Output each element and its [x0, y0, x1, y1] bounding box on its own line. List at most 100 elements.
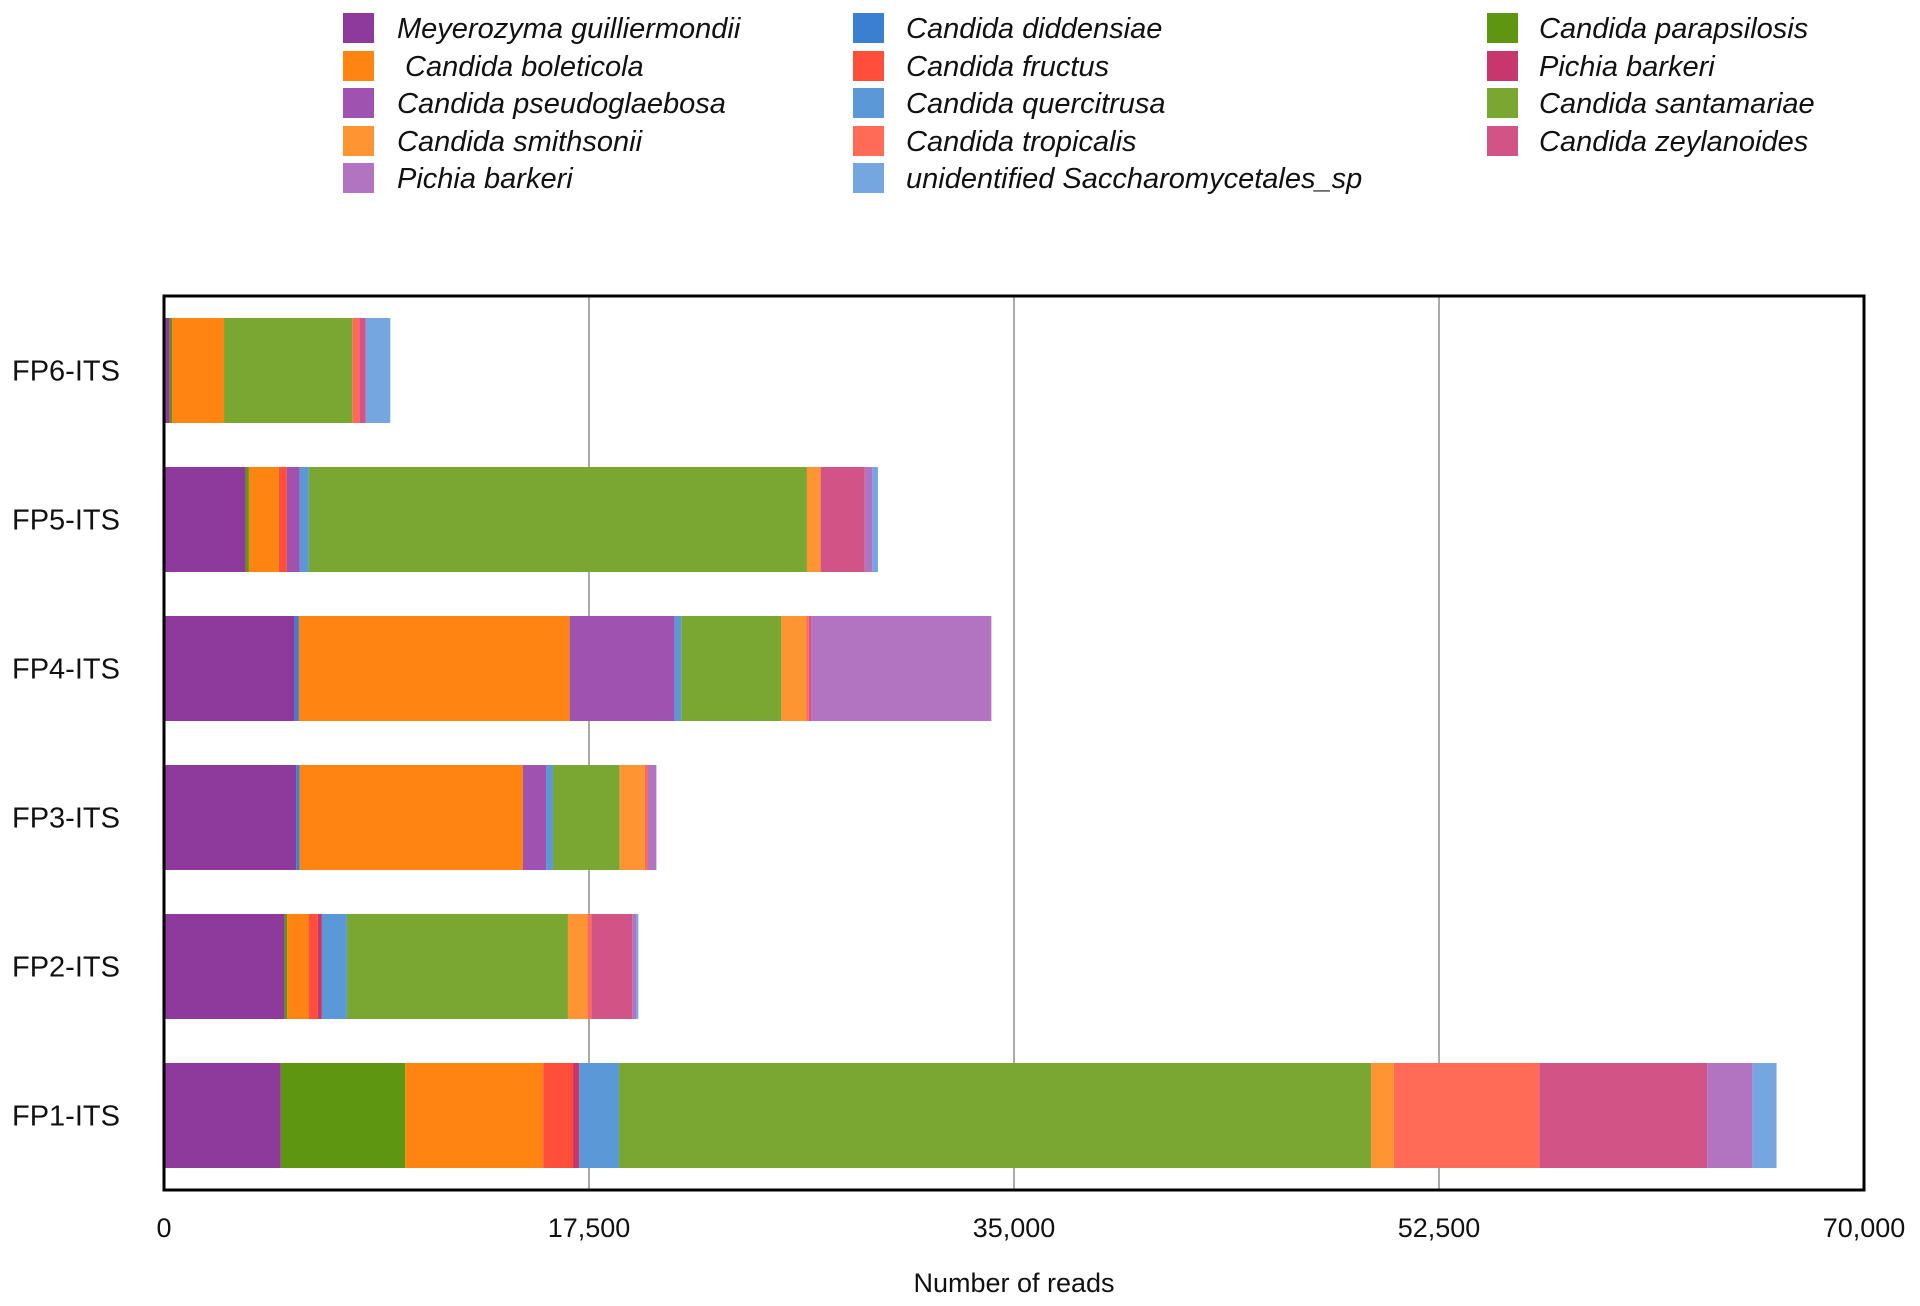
legend-label: Candida fructus	[906, 51, 1109, 83]
legend-swatch	[1487, 126, 1518, 156]
bar-segment	[872, 467, 878, 572]
bar-segment	[169, 318, 173, 423]
legend-item: Candida parapsilosis	[1487, 13, 1808, 45]
legend-item: Candida pseudoglaebosa	[343, 88, 726, 120]
y-category-label: FP4-ITS	[12, 654, 120, 686]
legend-swatch	[1487, 13, 1518, 43]
bar-segment	[164, 318, 170, 423]
bar-segment	[224, 318, 353, 423]
gridlines	[588, 296, 1440, 1190]
x-tick-label: 35,000	[973, 1213, 1056, 1243]
y-category-label: FP2-ITS	[12, 952, 120, 984]
bar-segment	[294, 616, 299, 721]
bar-segment	[587, 914, 592, 1019]
legend-label: Candida zeylanoides	[1539, 126, 1808, 158]
bar-segment	[287, 914, 309, 1019]
legend-swatch	[853, 13, 884, 43]
bar-segment	[1752, 1063, 1777, 1168]
bar-segment	[296, 765, 300, 870]
bar-segment	[543, 1063, 574, 1168]
bar-segment	[552, 765, 620, 870]
bar-fp6-its	[164, 318, 391, 423]
legend-label: Candida santamariae	[1539, 88, 1815, 120]
bar-segment	[284, 914, 288, 1019]
legend-item: Candida fructus	[853, 51, 1109, 83]
bar-segment	[164, 765, 297, 870]
y-axis-categories: FP6-ITS FP5-ITS FP4-ITS FP3-ITS FP2-ITS FP1-I…	[12, 356, 120, 1133]
y-category-label: FP3-ITS	[12, 803, 120, 835]
bars	[164, 318, 1777, 1168]
legend-item: Meyerozyma guilliermondii	[343, 13, 742, 45]
bar-segment	[644, 765, 648, 870]
legend-swatch	[1487, 88, 1518, 118]
bar-segment	[546, 765, 553, 870]
legend-label: Candida parapsilosis	[1539, 13, 1808, 45]
bar-segment	[248, 467, 279, 572]
legend-item: Candida boleticola	[343, 51, 644, 83]
bar-segment	[781, 616, 807, 721]
bar-segment	[164, 616, 295, 721]
bar-segment	[632, 914, 637, 1019]
legend: Meyerozyma guilliermondii Candida diddens…	[343, 13, 1815, 195]
bar-segment	[405, 1063, 544, 1168]
bar-segment	[811, 616, 992, 721]
bar-segment	[808, 616, 812, 721]
bar-segment	[674, 616, 682, 721]
legend-item: Candida santamariae	[1487, 88, 1815, 120]
bar-fp2-its	[164, 914, 639, 1019]
legend-label: Candida boleticola	[397, 51, 644, 83]
legend-label: unidentified Saccharomycetales_sp	[906, 163, 1362, 195]
bar-fp5-its	[164, 467, 878, 572]
x-tick-label: 17,500	[548, 1213, 631, 1243]
legend-swatch	[853, 88, 884, 118]
bar-segment	[299, 765, 523, 870]
bar-segment	[1707, 1063, 1753, 1168]
bar-segment	[359, 318, 366, 423]
x-tick-label: 52,500	[1398, 1213, 1481, 1243]
bar-segment	[164, 914, 285, 1019]
y-category-label: FP1-ITS	[12, 1101, 120, 1133]
bar-segment	[569, 616, 675, 721]
bar-segment	[298, 616, 570, 721]
bar-segment	[1393, 1063, 1540, 1168]
legend-label: Pichia barkeri	[1539, 51, 1716, 83]
bar-segment	[164, 467, 246, 572]
legend-item: Candida tropicalis	[853, 126, 1137, 158]
bar-segment	[619, 765, 645, 870]
legend-label: Candida smithsonii	[397, 126, 644, 158]
bar-segment	[346, 914, 568, 1019]
bar-segment	[278, 467, 287, 572]
legend-label: Candida tropicalis	[906, 126, 1137, 158]
bar-segment	[365, 318, 391, 423]
y-category-label: FP6-ITS	[12, 356, 120, 388]
legend-label: Candida diddensiae	[906, 13, 1162, 45]
bar-segment	[573, 1063, 580, 1168]
bar-fp4-its	[164, 616, 992, 721]
bar-segment	[164, 1063, 281, 1168]
bar-segment	[286, 467, 300, 572]
bar-segment	[636, 914, 639, 1019]
bar-segment	[681, 616, 782, 721]
legend-label: Candida quercitrusa	[906, 88, 1166, 120]
legend-item: Candida smithsonii	[343, 126, 644, 158]
y-category-label: FP5-ITS	[12, 505, 120, 537]
bar-segment	[618, 1063, 1372, 1168]
bar-segment	[280, 1063, 406, 1168]
legend-swatch	[343, 13, 374, 43]
bar-segment	[522, 765, 547, 870]
bar-segment	[864, 467, 873, 572]
legend-label: Meyerozyma guilliermondii	[397, 13, 742, 45]
legend-swatch	[343, 88, 374, 118]
x-tick-label: 70,000	[1823, 1213, 1906, 1243]
legend-label: Pichia barkeri	[397, 163, 574, 195]
bar-segment	[647, 765, 657, 870]
bar-fp3-its	[164, 765, 657, 870]
bar-segment	[820, 467, 865, 572]
bar-segment	[245, 467, 249, 572]
bar-segment	[308, 914, 318, 1019]
legend-item: Pichia barkeri	[1487, 51, 1716, 83]
x-tick-label: 0	[156, 1213, 171, 1243]
bar-segment	[591, 914, 633, 1019]
legend-swatch	[343, 51, 374, 81]
legend-swatch	[343, 163, 374, 193]
